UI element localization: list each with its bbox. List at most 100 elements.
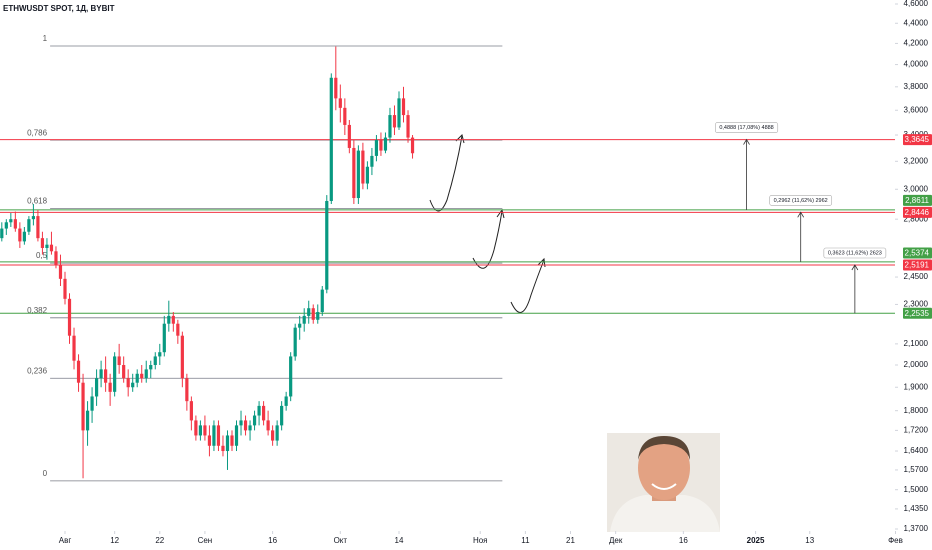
candle-body (221, 445, 225, 452)
measure-label: 0,4888 (17,08%) 4888 (715, 122, 779, 133)
chart-title: ETHWUSDT SPOT, 1Д, BYBIT (3, 4, 115, 13)
curve-arrow (510, 259, 545, 313)
x-tick-label: 11 (521, 536, 530, 545)
candle-body (104, 369, 108, 383)
candle-body (374, 140, 379, 156)
candle-body (212, 425, 216, 446)
x-tick-label: 13 (805, 536, 814, 545)
candle-body (13, 219, 17, 229)
y-tick-label: 4,6000 (904, 0, 929, 8)
y-tick-label: 1,9000 (904, 382, 929, 391)
measure-box (769, 195, 833, 206)
candle-body (45, 244, 49, 248)
price-tag (903, 206, 932, 218)
x-tick-label: Фев (888, 536, 903, 545)
candle-body (180, 335, 184, 379)
x-tick-label: 22 (155, 536, 164, 545)
candle-body (352, 147, 356, 199)
price-tag (903, 259, 932, 271)
candle-body (198, 425, 203, 436)
price-tag (903, 194, 932, 206)
candle-body (90, 396, 94, 411)
photo-shirt (610, 495, 720, 532)
candle-body (252, 415, 257, 426)
y-tick-label: 2,1000 (904, 339, 929, 348)
candle-body (63, 278, 67, 299)
y-tick-label: 1,5700 (904, 465, 929, 474)
measure-label: 0,3623 (11,62%) 2623 (823, 247, 887, 259)
candle-body (298, 323, 302, 328)
candle-body (207, 435, 212, 446)
candle-body (22, 231, 26, 242)
candle-body (280, 405, 284, 426)
candle-body (189, 401, 193, 421)
x-tick-label: Дек (609, 536, 623, 545)
candle-body (203, 425, 207, 436)
x-tick-label: 14 (395, 536, 404, 545)
candle-body (58, 264, 63, 279)
measure-text: 0,2962 (11,62%) 2962 (774, 198, 828, 204)
candle-body (99, 369, 103, 379)
candle-body (379, 140, 383, 151)
candle-body (343, 107, 347, 125)
streamer-photo (607, 433, 720, 532)
candle-body (406, 115, 410, 138)
fib-label: 0,382 (27, 306, 48, 315)
candle-body (36, 216, 40, 239)
y-tick-label: 2,8000 (904, 214, 929, 223)
y-tick-label: 4,0000 (904, 60, 929, 69)
candle-body (293, 327, 297, 357)
candle-body (325, 200, 329, 290)
candle-body (0, 228, 4, 239)
photo-head (638, 436, 690, 500)
curve-arrow (472, 210, 503, 269)
x-tick-label: Окт (334, 536, 348, 545)
photo-smile (651, 483, 677, 490)
arrow-head (537, 257, 546, 268)
x-tick-label: 16 (268, 536, 277, 545)
candle-body (370, 155, 374, 167)
candle-body (18, 228, 22, 242)
candle-body (135, 373, 139, 383)
x-tick-label: Ноя (473, 536, 488, 545)
price-tag-label: 2,5191 (905, 261, 930, 270)
measure-text: 0,4888 (17,08%) 4888 (719, 125, 773, 131)
candle-body (316, 312, 320, 320)
y-tick-label: 1,6400 (904, 446, 929, 455)
candle-body (54, 251, 58, 265)
y-tick-label: 2,0000 (904, 360, 929, 369)
candle-body (230, 435, 234, 446)
fib-label: 0 (43, 469, 48, 478)
candle-body (334, 77, 338, 99)
y-tick-label: 3,6000 (904, 105, 929, 114)
candle-body (117, 356, 121, 366)
price-tag (903, 307, 932, 319)
candle-body (289, 356, 293, 397)
candle-body (397, 98, 401, 128)
candle-body (365, 166, 370, 184)
x-tick-label: 21 (566, 536, 575, 545)
candle-body (31, 216, 36, 220)
price-tag-label: 2,2535 (905, 309, 930, 318)
measure-box (823, 247, 887, 259)
candle-body (284, 396, 288, 406)
fib-label: 0,236 (27, 366, 48, 375)
candle-body (126, 378, 130, 388)
y-tick-label: 3,8000 (904, 82, 929, 91)
candle-body (140, 373, 144, 379)
y-tick-label: 4,4000 (904, 18, 929, 27)
candle-body (76, 360, 81, 383)
candle-body (239, 420, 243, 426)
candle-body (149, 365, 153, 370)
candle-body (410, 137, 415, 154)
candle-body (401, 98, 406, 116)
photo-hair (638, 436, 690, 460)
y-tick-label: 1,4350 (904, 504, 929, 513)
candle-body (72, 335, 76, 361)
y-tick-label: 3,0000 (904, 184, 929, 193)
fib-label: 0,786 (27, 128, 48, 137)
price-tag-label: 2,5374 (905, 249, 930, 258)
x-tick-label: 2025 (747, 536, 765, 545)
drawn-arrows (429, 134, 546, 313)
measure-box (715, 122, 779, 133)
